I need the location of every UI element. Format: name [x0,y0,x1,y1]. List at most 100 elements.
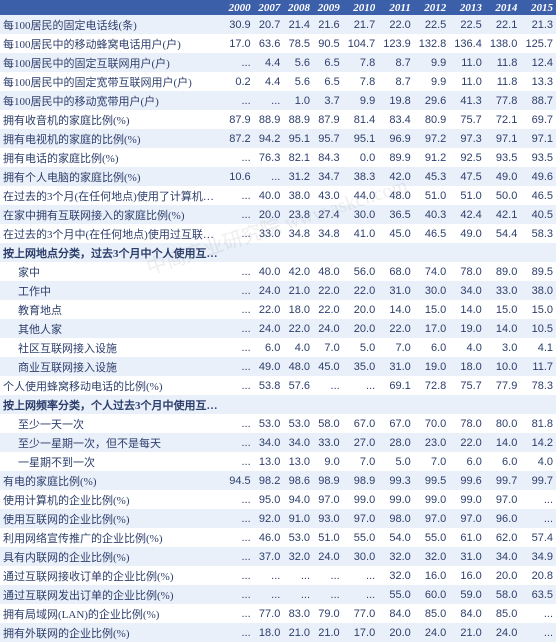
data-cell: 27.4 [313,205,343,224]
row-label: 按上网频率分类，个人过去3个月中使用互联网的比例(%) [0,395,224,414]
row-label: 拥有电话的家庭比例(%) [0,148,224,167]
year-col: 2011 [378,0,414,15]
data-cell: 13.3 [520,72,556,91]
row-label: 每100居民中的固定宽带互联网用户(户) [0,72,224,91]
row-label: 每100居民中的移动宽带用户(户) [0,91,224,110]
data-cell: 7.0 [343,452,379,471]
data-cell: ... [254,566,284,585]
data-cell: 5.6 [283,53,313,72]
data-cell: 6.0 [414,338,450,357]
row-label: 一星期不到一次 [0,452,224,471]
data-cell: 4.0 [283,338,313,357]
year-col: 2013 [449,0,485,15]
data-cell: 12.4 [520,53,556,72]
data-cell: 99.6 [449,471,485,490]
data-cell: 20.0 [485,566,521,585]
data-cell: ... [343,376,379,395]
data-cell: 16.0 [414,566,450,585]
data-cell: 76.3 [254,148,284,167]
table-row: 家中...40.042.048.056.068.074.078.089.089.… [0,262,556,281]
data-cell [414,243,450,262]
data-cell: 5.6 [283,72,313,91]
data-cell: 3.0 [485,338,521,357]
data-cell: 49.0 [254,357,284,376]
data-cell [485,243,521,262]
data-cell: 78.0 [449,414,485,433]
data-cell: ... [520,623,556,642]
data-cell: 7.0 [378,338,414,357]
data-cell: 97.3 [449,129,485,148]
data-cell: ... [224,566,254,585]
row-label: 商业互联网接入设施 [0,357,224,376]
data-cell: ... [313,585,343,604]
data-cell: 55.0 [378,585,414,604]
year-col: 2007 [254,0,284,15]
data-cell: 91.0 [283,509,313,528]
data-cell: 90.5 [313,34,343,53]
row-label: 每100居民的固定电话线(条) [0,15,224,34]
table-row: 至少一星期一次，但不是每天...34.034.033.027.028.023.0… [0,433,556,452]
data-cell: 10.5 [520,319,556,338]
data-cell: 11.0 [449,53,485,72]
data-cell: 22.5 [414,15,450,34]
data-cell: 84.0 [378,604,414,623]
data-cell: 6.0 [254,338,284,357]
table-row: 拥有外联网的企业比例(%)...18.021.021.017.020.024.0… [0,623,556,642]
data-cell: 14.0 [378,300,414,319]
data-cell: 93.5 [520,148,556,167]
data-cell: 15.0 [485,300,521,319]
data-cell: 83.4 [378,110,414,129]
data-cell: 31.2 [283,167,313,186]
data-cell: ... [343,585,379,604]
data-cell: 79.0 [313,604,343,623]
row-label: 至少一星期一次，但不是每天 [0,433,224,452]
data-cell: 9.9 [414,53,450,72]
table-row: 使用互联网的企业比例(%)...92.091.093.097.098.097.0… [0,509,556,528]
data-cell: ... [224,547,254,566]
data-cell: ... [224,528,254,547]
row-label: 家中 [0,262,224,281]
data-cell: 97.0 [313,490,343,509]
data-cell: 22.0 [378,15,414,34]
data-cell: 48.0 [313,262,343,281]
data-cell: 17.0 [414,319,450,338]
data-cell: 41.0 [343,224,379,243]
data-cell: 21.0 [283,281,313,300]
data-cell: 7.8 [343,72,379,91]
data-cell: 97.0 [414,509,450,528]
data-cell: 91.2 [414,148,450,167]
table-row: 利用网络宣传推广的企业比例(%)...46.053.051.055.054.05… [0,528,556,547]
data-cell: 78.5 [283,34,313,53]
data-cell: 67.0 [378,414,414,433]
data-cell: 32.0 [378,547,414,566]
data-cell: 45.0 [378,224,414,243]
header-label-cell [0,0,224,15]
data-cell: 11.0 [449,72,485,91]
data-cell: 53.0 [283,414,313,433]
data-cell: 8.7 [378,53,414,72]
data-cell: 21.0 [283,623,313,642]
table-row: 拥有电视机的家庭的比例(%)87.294.295.195.795.196.997… [0,129,556,148]
row-label: 其他人家 [0,319,224,338]
data-cell: 49.0 [449,224,485,243]
data-cell: 36.5 [378,205,414,224]
data-cell: ... [224,452,254,471]
data-cell: 51.0 [313,528,343,547]
data-cell: 34.8 [313,224,343,243]
row-label: 按上网地点分类，过去3个月中个人使用互联网的比例(%) [0,243,224,262]
data-cell: 98.6 [283,471,313,490]
data-cell: 77.9 [485,376,521,395]
data-cell: 30.9 [224,15,254,34]
data-cell: ... [224,300,254,319]
table-row: 每100居民中的移动蜂窝电话用户(户)17.063.678.590.5104.7… [0,34,556,53]
data-cell: 99.7 [485,471,521,490]
data-cell [313,243,343,262]
data-cell: 74.0 [414,262,450,281]
data-cell: ... [224,585,254,604]
data-cell: 32.0 [414,547,450,566]
data-cell: 40.0 [254,262,284,281]
data-cell: 49.6 [520,167,556,186]
table-row: 拥有局域网(LAN)的企业比例(%)...77.083.079.077.084.… [0,604,556,623]
data-cell [224,243,254,262]
data-cell: 61.0 [449,528,485,547]
